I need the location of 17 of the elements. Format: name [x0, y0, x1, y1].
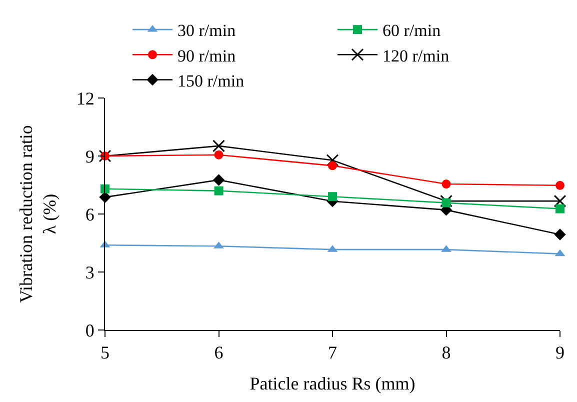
- y-tick-label: 0: [85, 320, 94, 340]
- y-tick-label: 9: [85, 146, 94, 166]
- x-tick-label: 6: [214, 342, 224, 363]
- x-tick-label: 5: [100, 342, 110, 363]
- y-tick-label: 6: [85, 204, 94, 224]
- y-tick-label: 3: [85, 262, 94, 282]
- legend-label: 90 r/min: [178, 46, 236, 66]
- y-axis-title: Vibration reduction ratio λ (%): [16, 125, 60, 303]
- legend-label: 60 r/min: [382, 21, 442, 40]
- x-tick-label: 8: [442, 342, 451, 363]
- legend-label: 30 r/min: [178, 21, 236, 40]
- legend-label: 150 r/min: [178, 71, 245, 90]
- y-tick-label: 12: [76, 88, 94, 108]
- legend-label: 120 r/min: [382, 46, 450, 66]
- x-axis-title: Paticle radius Rs (mm): [250, 374, 416, 394]
- x-tick-label: 7: [328, 342, 337, 363]
- x-tick-label: 9: [556, 342, 564, 363]
